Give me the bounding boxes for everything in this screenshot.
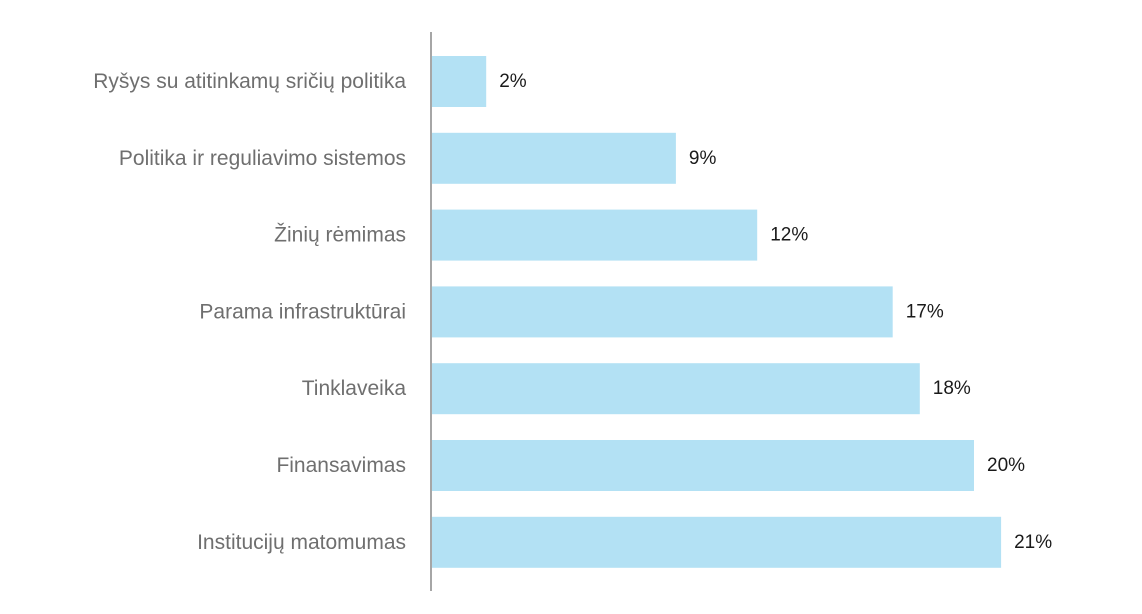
bar — [432, 363, 920, 415]
category-label: Tinklaveika — [302, 377, 407, 400]
bar — [432, 286, 893, 338]
bar — [432, 516, 1002, 568]
category-label: Finansavimas — [276, 454, 406, 477]
category-label: Parama infrastruktūrai — [199, 300, 406, 323]
bars-layer — [432, 56, 1002, 568]
bar — [432, 56, 487, 107]
category-label: Politika ir reguliavimo sistemos — [119, 147, 406, 170]
bar — [432, 440, 974, 491]
category-label: Žinių rėmimas — [274, 224, 406, 247]
value-label: 9% — [689, 148, 717, 169]
value-label: 20% — [987, 455, 1025, 476]
value-label: 21% — [1014, 532, 1052, 553]
value-label: 2% — [499, 71, 527, 92]
bar — [432, 209, 758, 261]
bar — [432, 132, 676, 184]
category-label: Ryšys su atitinkamų sričių politika — [93, 70, 406, 93]
labels-layer: Ryšys su atitinkamų sričių politika 2% Pol… — [93, 70, 1052, 554]
value-label: 12% — [770, 225, 808, 246]
category-label: Institucijų matomumas — [197, 531, 406, 554]
value-label: 17% — [906, 301, 944, 322]
value-label: 18% — [933, 378, 971, 399]
